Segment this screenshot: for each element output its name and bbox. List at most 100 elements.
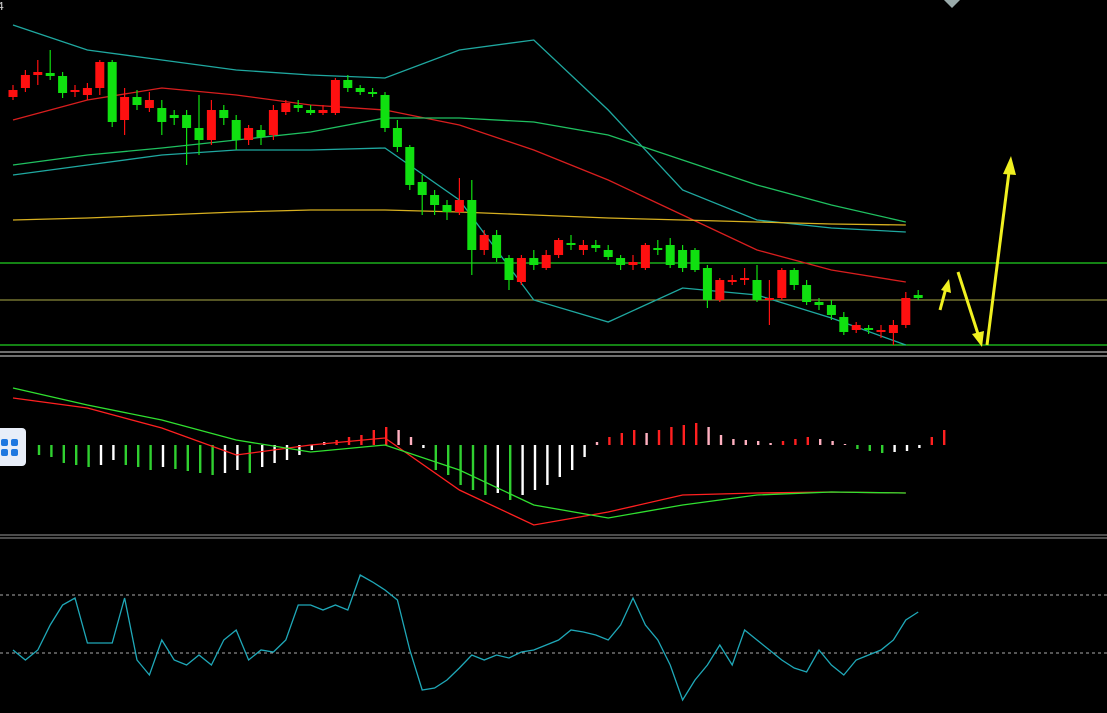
candle-body [95,62,105,88]
candle-body [839,317,849,332]
histogram-bar [595,442,599,445]
candle-body [70,90,80,92]
candle-body [628,262,638,265]
histogram-bar [571,445,574,470]
toolbar-icon[interactable] [0,428,26,466]
arrow-head [1003,156,1016,175]
candle-body [616,258,626,265]
histogram-bar [905,445,909,451]
histogram-bar [533,445,537,490]
candle-body [479,235,489,250]
icon-cell [11,449,18,456]
histogram-bar [930,437,933,445]
histogram-bar [37,445,41,455]
candle-body [690,250,700,270]
histogram-bar [769,443,772,445]
candle-body [653,248,663,250]
histogram-bar [385,427,388,445]
icon-cell [11,439,18,446]
candle-body [814,302,824,305]
annotation-arrows [938,156,1016,347]
candle-body [913,295,923,298]
histogram-bar [310,445,313,450]
rsi-line [12,574,919,702]
candle-body [876,330,886,332]
histogram-bar [881,445,884,453]
candle-body [293,105,303,108]
histogram-bar [682,425,685,445]
histogram-bar [558,445,561,477]
histogram-bar [137,445,140,467]
arrow [938,287,948,311]
histogram-bar [285,445,289,460]
candle-body [182,115,192,128]
histogram-bar [893,445,896,452]
candle-body [851,325,861,330]
candle-body [368,92,378,94]
arrow-head [941,279,951,293]
icon-bg[interactable] [0,428,26,466]
candle-body [591,245,601,248]
candle-body [380,95,390,128]
candle-body [8,90,18,97]
histogram-bar [732,439,735,445]
histogram-bar [471,445,475,490]
candle-body [802,285,812,302]
candle-body [541,255,551,268]
candle-body [157,108,167,122]
candle-body [516,258,526,282]
histogram-bar [236,445,239,470]
histogram-bar [943,430,946,445]
histogram-bar [831,441,834,445]
histogram-bar [186,445,189,471]
candle-body [82,88,92,95]
candle-body [529,258,539,265]
candle-body [244,128,254,140]
candle-body [120,97,130,120]
histogram-bar [868,445,871,451]
candle-body [603,250,613,257]
scroll-marker [944,0,960,8]
candle-body [789,270,799,285]
histogram-bar [670,427,673,445]
icon-cell [1,449,8,456]
histogram-bar [149,445,152,470]
histogram-bar [819,439,822,445]
histogram-bar [496,445,499,493]
indicator-line [12,397,906,526]
histogram-bar [434,445,437,470]
candle-body [715,280,725,300]
histogram-bar [372,430,375,445]
histogram-bar [87,445,90,467]
candle-body [901,298,911,325]
histogram-bar [521,445,524,495]
candle-body [777,270,787,298]
histogram-bar [781,441,785,445]
candle-body [45,73,55,76]
overlay-line [12,87,906,283]
histogram-bar [633,430,636,445]
overlay-line [12,24,906,233]
histogram-bar [174,445,177,469]
histogram-bar [75,445,78,465]
arrow [985,171,1011,346]
candle-body [330,80,340,113]
histogram-bar [409,437,413,445]
candle-body [20,75,30,88]
candle-body [888,325,898,333]
histogram-bar [707,427,710,445]
candle-body [665,245,675,265]
candle-body [318,110,328,113]
candle-body [107,62,117,122]
candle-body [281,103,291,112]
histogram-bar [161,445,165,467]
candle-body [702,268,712,300]
candle-body [405,147,415,185]
candle-body [504,258,514,280]
candle-body [740,278,750,280]
histogram-bar [261,445,264,467]
histogram-bar [112,445,115,460]
arrow-head [972,331,984,347]
candle-body [306,110,316,113]
histogram-bar [918,445,921,448]
